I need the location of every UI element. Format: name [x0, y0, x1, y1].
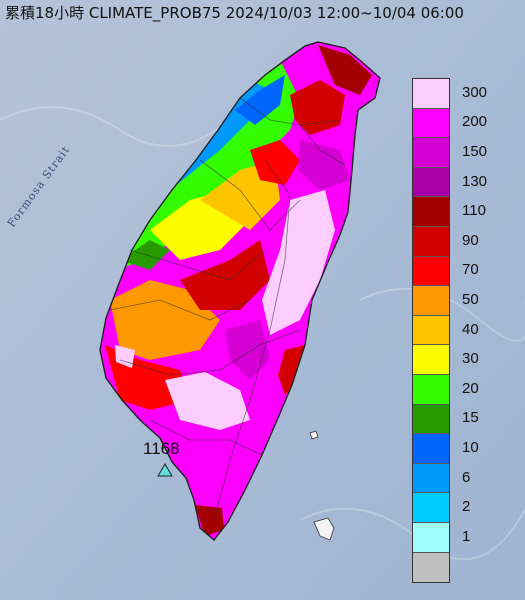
legend-label: 10: [462, 439, 479, 456]
legend-swatch: [413, 226, 449, 257]
legend-swatch: [413, 256, 449, 287]
legend-swatch: [413, 286, 449, 316]
county-boundaries: [109, 97, 346, 521]
legend-swatch: [413, 463, 449, 494]
legend-label: 130: [462, 172, 488, 190]
legend-label: 2: [462, 498, 471, 516]
legend-swatch: [413, 374, 449, 405]
legend-label: 1: [462, 527, 471, 545]
legend-label: 20: [462, 379, 479, 397]
legend-label: 200: [462, 113, 488, 131]
color-legend: [412, 78, 450, 584]
legend-label: 50: [462, 291, 479, 308]
max-value-label: 1168: [143, 439, 180, 458]
legend-swatch: [413, 197, 449, 227]
legend-swatch: [413, 404, 449, 435]
legend-label: 15: [462, 409, 479, 427]
legend-label: 70: [462, 261, 479, 279]
green-island: [309, 430, 319, 440]
legend-label: 150: [462, 143, 488, 160]
legend-label: 300: [462, 83, 488, 101]
map-title: 累積18小時 CLIMATE_PROB75 2024/10/03 12:00~1…: [5, 4, 464, 22]
legend-swatch: [413, 522, 449, 553]
legend-swatch: [413, 79, 449, 109]
legend-swatch: [413, 167, 449, 198]
legend-swatch: [413, 315, 449, 346]
legend-swatch: [413, 552, 449, 583]
legend-swatch: [413, 108, 449, 139]
legend-label: 110: [462, 202, 486, 220]
legend-swatch: [413, 345, 449, 375]
legend-label: 30: [462, 350, 479, 368]
legend-label: 40: [462, 320, 479, 338]
legend-label: 90: [462, 231, 479, 249]
orchid-island: [313, 517, 335, 541]
taiwan-outline: [99, 41, 381, 542]
legend-swatch: [413, 434, 449, 464]
max-value-marker-icon: [157, 463, 173, 477]
legend-swatch: [413, 493, 449, 523]
legend-swatch: [413, 138, 449, 168]
legend-label: 6: [462, 468, 471, 486]
